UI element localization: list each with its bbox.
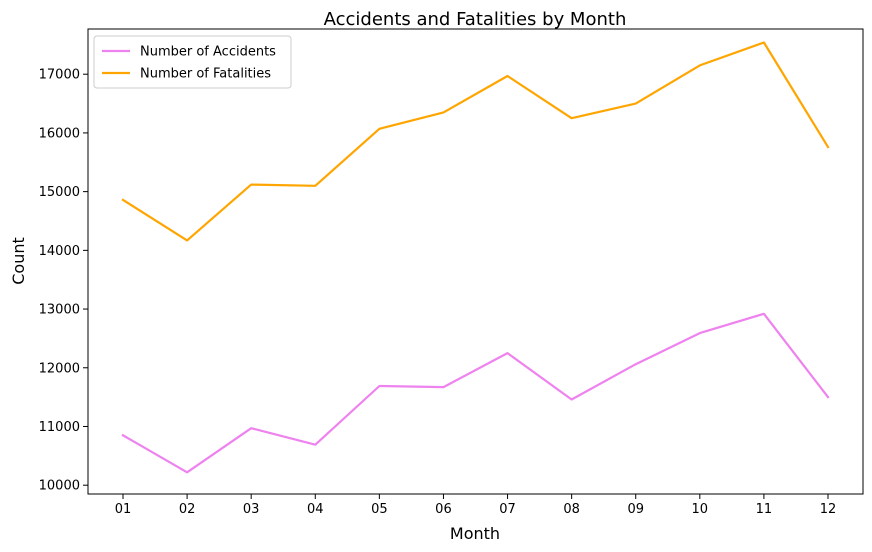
x-tick-label: 06 <box>435 502 452 517</box>
x-tick-label: 08 <box>563 502 580 517</box>
plot-area <box>87 28 864 495</box>
y-tick-label: 17000 <box>39 68 80 83</box>
y-tick-label: 13000 <box>39 303 80 318</box>
x-tick-label: 07 <box>499 502 516 517</box>
legend-box <box>93 35 292 89</box>
y-tick-label: 12000 <box>39 361 80 376</box>
x-axis-ticks: 01 02 03 04 05 06 07 08 09 10 11 12 <box>115 494 837 517</box>
x-tick-label: 02 <box>179 502 196 517</box>
series-line-accidents <box>121 312 830 474</box>
legend: Number of Accidents Number of Fatalities <box>93 35 292 89</box>
x-tick-label: 09 <box>627 502 644 517</box>
x-axis-label: Month <box>450 524 500 543</box>
x-tick-label: 03 <box>243 502 260 517</box>
series-line-fatalities <box>121 41 830 242</box>
x-tick-label: 12 <box>820 502 837 517</box>
x-tick-label: 11 <box>756 502 773 517</box>
series-lines <box>121 41 830 474</box>
x-tick-label: 05 <box>371 502 388 517</box>
y-tick-label: 14000 <box>39 244 80 259</box>
y-tick-label: 16000 <box>39 126 80 141</box>
legend-label: Number of Accidents <box>140 45 276 60</box>
y-tick-label: 10000 <box>39 479 80 494</box>
x-tick-label: 10 <box>692 502 709 517</box>
y-tick-label: 11000 <box>39 420 80 435</box>
y-axis-label: Count <box>9 237 28 285</box>
legend-label: Number of Fatalities <box>140 67 271 82</box>
y-axis-ticks: 10000 11000 12000 13000 14000 15000 16000 17000 <box>39 68 88 494</box>
chart-title: Accidents and Fatalities by Month <box>324 9 627 30</box>
x-tick-label: 01 <box>115 502 132 517</box>
y-tick-label: 15000 <box>39 185 80 200</box>
x-tick-label: 04 <box>307 502 324 517</box>
